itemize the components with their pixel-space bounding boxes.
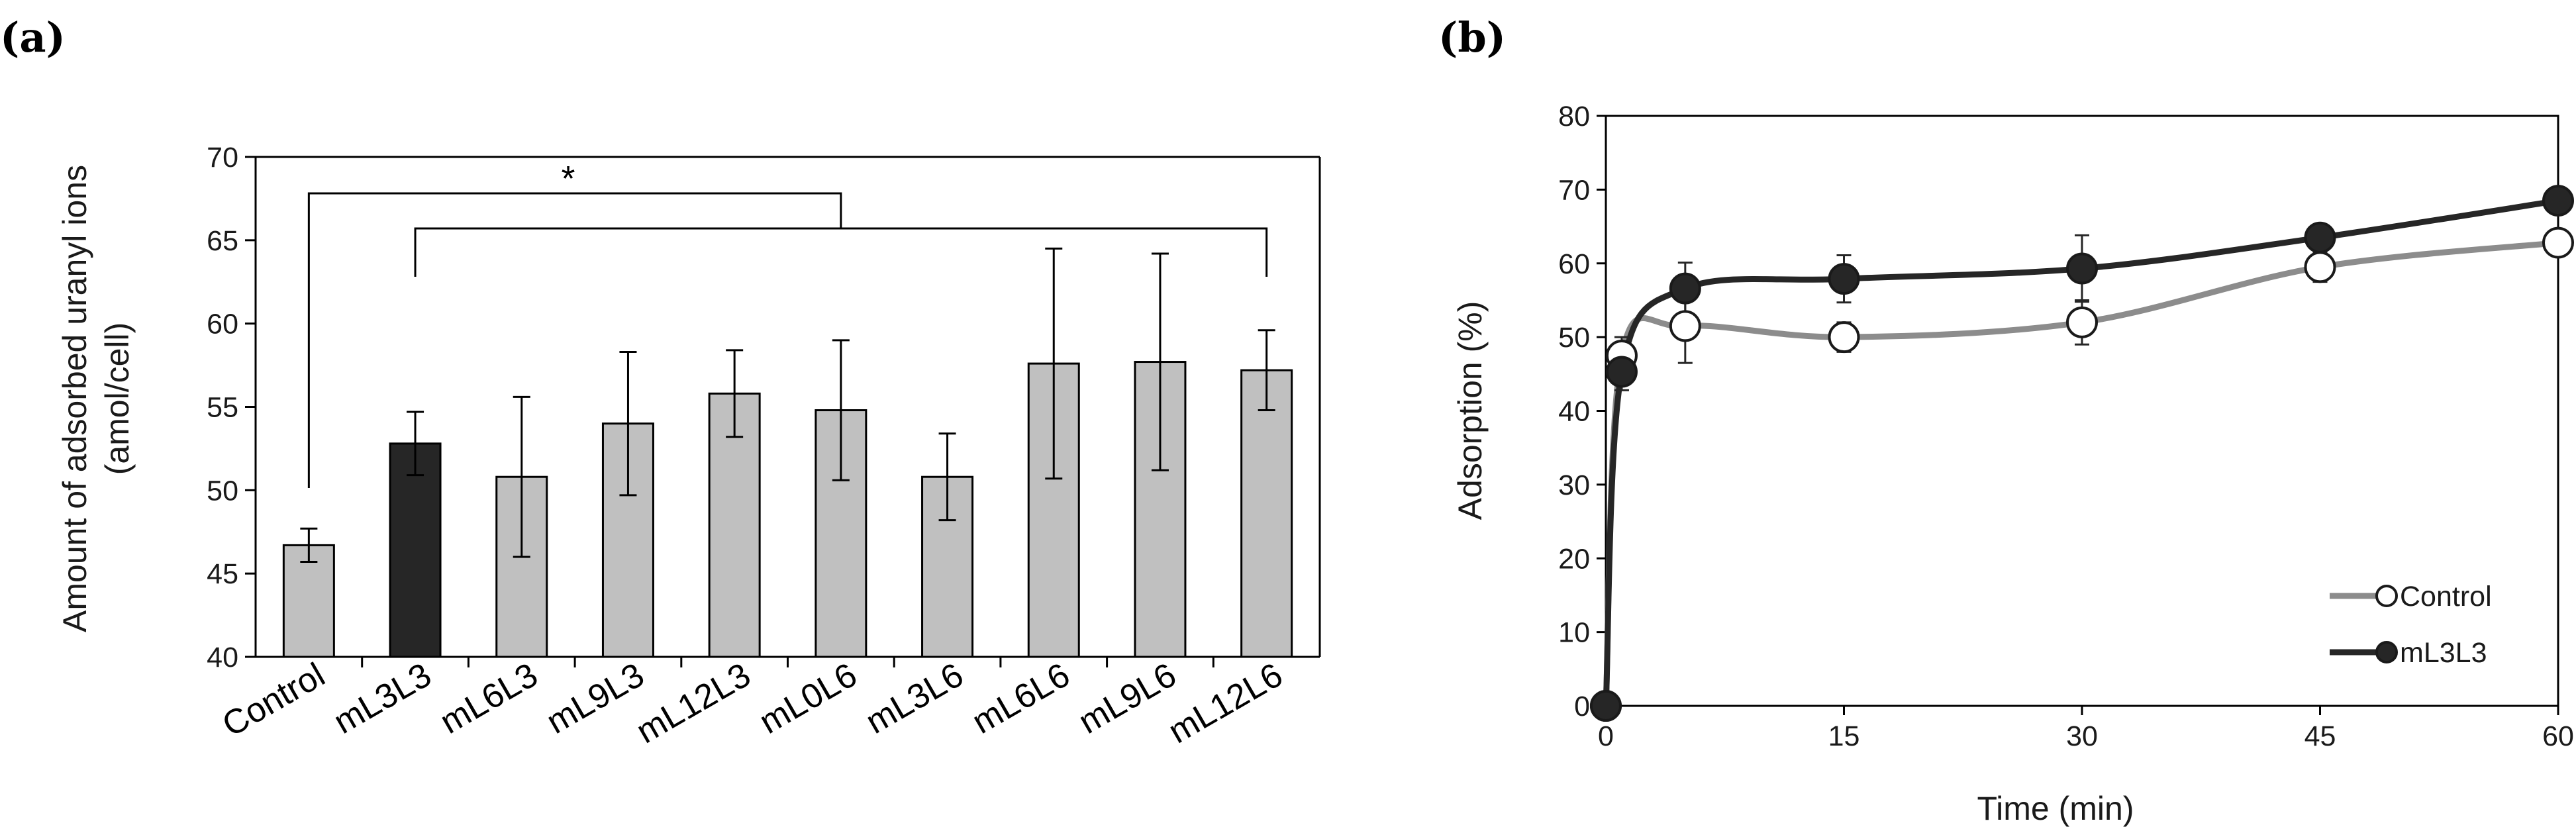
legend-marker-Control <box>2375 585 2398 607</box>
y-tick-label-b: 50 <box>1558 322 1590 354</box>
x-tick-label-b: 60 <box>2542 720 2574 752</box>
x-tick-label-b: 30 <box>2066 720 2098 752</box>
significance-bracket: * <box>307 159 1268 488</box>
y-tick-label-b: 40 <box>1558 396 1590 428</box>
significance-star: * <box>561 159 575 199</box>
point-mL3L3 <box>1669 272 1701 305</box>
legend-label-Control: Control <box>2400 581 2492 612</box>
bar-mL3L3 <box>389 442 442 658</box>
bar-mL12L6 <box>1240 369 1293 658</box>
y-tick-label-a: 55 <box>207 392 238 424</box>
point-Control <box>2066 306 2098 338</box>
point-mL3L3 <box>1590 690 1622 722</box>
y-tick-label-a: 65 <box>207 225 238 257</box>
category-label-mL6L6: mL6L6 <box>966 656 1077 742</box>
y-tick-label-b: 30 <box>1558 469 1590 501</box>
y-tick-label-a: 50 <box>207 475 238 507</box>
point-mL3L3 <box>2542 185 2574 217</box>
y-tick-label-b: 20 <box>1558 543 1590 575</box>
panel-label-a: (a) <box>0 13 66 62</box>
axes-b: 0 10 20 30 40 50 60 70 80 0 15 30 45 60 <box>1558 101 2574 752</box>
category-label-mL3L6: mL3L6 <box>860 656 970 742</box>
x-tick-label-b: 15 <box>1828 720 1860 752</box>
bar-series-a <box>282 361 1293 658</box>
line-series-b <box>1590 185 2574 722</box>
point-Control <box>2304 251 2336 283</box>
y-axis-title-b: Adsorption (%) <box>1452 301 1489 520</box>
y-tick-label-a: 60 <box>207 309 238 340</box>
x-tick-label-b: 45 <box>2304 720 2336 752</box>
point-mL3L3 <box>2304 221 2336 254</box>
category-label-mL9L3: mL9L3 <box>540 656 651 742</box>
significance-bracket-group <box>414 227 1268 277</box>
category-label-mL12L6: mL12L6 <box>1162 656 1289 751</box>
point-mL3L3 <box>2066 252 2098 285</box>
x-tick-label-b: 0 <box>1598 720 1614 752</box>
point-Control <box>1669 310 1701 342</box>
error-bars-a <box>300 247 1275 563</box>
y-tick-label-a: 45 <box>207 558 238 590</box>
category-label-mL9L6: mL9L6 <box>1072 656 1183 742</box>
point-mL3L3 <box>1605 356 1638 388</box>
category-label-mL12L3: mL12L3 <box>630 656 757 751</box>
y-tick-label-b: 0 <box>1574 691 1590 722</box>
point-Control <box>2542 226 2574 259</box>
y-tick-label-b: 70 <box>1558 174 1590 206</box>
point-Control <box>1828 321 1860 354</box>
legend-label-mL3L3: mL3L3 <box>2400 637 2487 669</box>
bar-mL9L3 <box>601 422 654 658</box>
legend-b: Control mL3L3 <box>2330 581 2492 669</box>
x-axis-title-b: Time (min) <box>1977 790 2134 827</box>
y-tick-label-a: 70 <box>207 142 238 173</box>
category-label-mL0L6: mL0L6 <box>753 656 864 742</box>
y-tick-label-a: 40 <box>207 642 238 673</box>
y-axis-title-a-line2: (amol/cell) <box>99 322 136 475</box>
significance-bracket-outer <box>307 192 842 488</box>
category-label-mL6L3: mL6L3 <box>434 656 544 742</box>
point-mL3L3 <box>1828 263 1860 295</box>
y-tick-label-b: 80 <box>1558 101 1590 132</box>
y-tick-label-b: 60 <box>1558 248 1590 280</box>
line-chart-panel-b: 0 10 20 30 40 50 60 70 80 0 15 30 45 60 Time (min) Ad… <box>1452 101 2574 827</box>
y-axis-title-a-line1: Amount of adsorbed uranyl ions <box>56 165 93 632</box>
category-label-mL3L3: mL3L3 <box>327 656 438 742</box>
bar-chart-panel-a: 40 45 50 55 60 65 70 ControlmL3L3mL6L3mL9L3mL1… <box>56 142 1321 751</box>
panel-label-b: (b) <box>1438 13 1506 62</box>
category-labels-a: ControlmL3L3mL6L3mL9L3mL12L3mL0L6mL3L6mL… <box>216 656 1289 751</box>
legend-marker-mL3L3 <box>2375 641 2398 663</box>
plot-frame-b <box>1605 115 2559 707</box>
y-tick-label-b: 10 <box>1558 617 1590 649</box>
